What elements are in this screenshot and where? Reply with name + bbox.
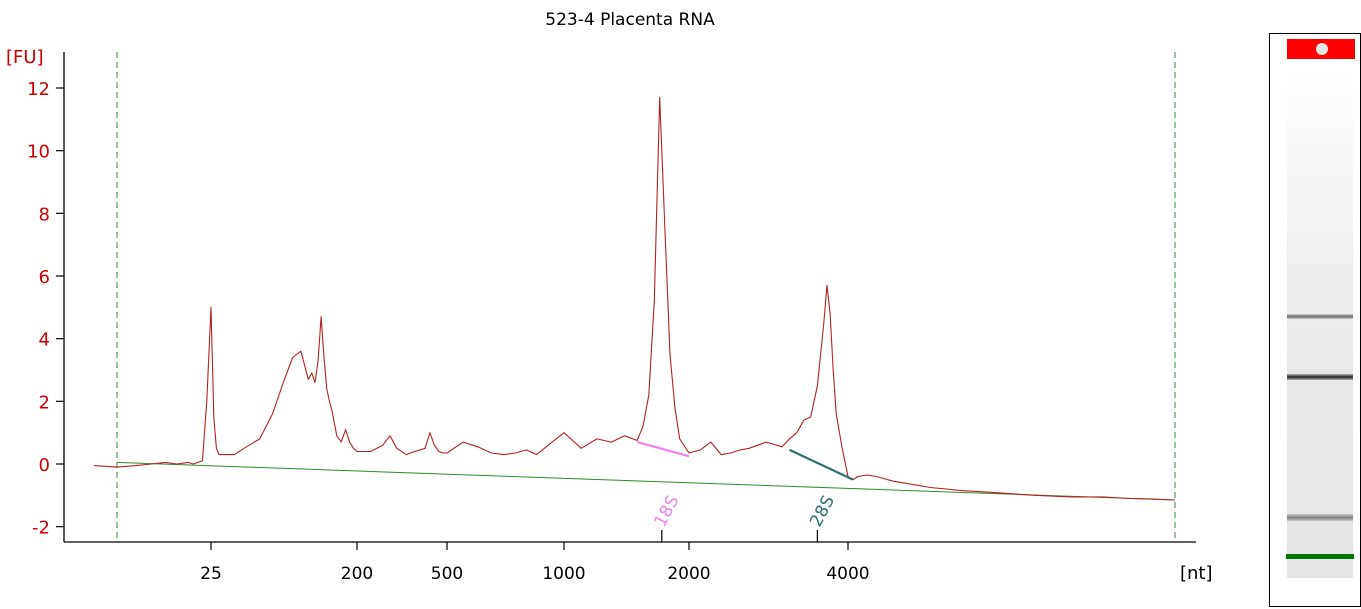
series-line xyxy=(94,96,1176,501)
y-tick-label: 4 xyxy=(39,330,50,351)
ribosomal-markers: 18S 28S xyxy=(636,441,854,542)
x-tick-label: 200 xyxy=(341,564,373,584)
gel-lower-marker-band xyxy=(1286,554,1354,559)
y-tick-label: 6 xyxy=(39,267,50,288)
y-tick-label: 12 xyxy=(27,79,50,100)
y-tick-label: 0 xyxy=(39,455,50,476)
gel-band xyxy=(1287,514,1353,521)
marker-segment xyxy=(789,448,854,481)
gel-lane xyxy=(1286,74,1354,578)
x-tick-label: 4000 xyxy=(826,564,869,584)
x-tick-label: 500 xyxy=(431,564,463,584)
axes xyxy=(63,52,1196,543)
gel-lane-header xyxy=(1287,39,1355,59)
baseline-line xyxy=(116,461,1176,501)
x-tick-label: 25 xyxy=(200,564,222,584)
y-tick-label: 2 xyxy=(39,392,50,413)
y-tick-label: 8 xyxy=(39,204,50,225)
gel-image xyxy=(1269,33,1361,607)
series-trace xyxy=(94,96,1176,501)
size-range-lines xyxy=(116,52,1176,542)
marker-label: 18S xyxy=(651,492,684,530)
electropherogram-chart: 523-4 Placenta RNA -2 0 2 4 6 8 10 12 25 200 500 1… xyxy=(6,10,1213,584)
x-tick-label: 1000 xyxy=(542,564,585,584)
marker-segment xyxy=(636,441,690,458)
y-tick-label: 10 xyxy=(27,142,50,163)
y-tick-label: -2 xyxy=(32,518,50,539)
y-axis-ticks: -2 0 2 4 6 8 10 12 xyxy=(27,79,64,539)
baseline xyxy=(116,461,1176,501)
gel-frame xyxy=(1269,33,1361,607)
y-axis-label: [FU] xyxy=(6,47,44,68)
x-axis-label: [nt] xyxy=(1180,563,1213,584)
x-axis-ticks: 25 200 500 1000 2000 4000 xyxy=(200,542,870,584)
marker-label: 28S xyxy=(806,492,839,530)
x-tick-label: 2000 xyxy=(667,564,710,584)
chart-title: 523-4 Placenta RNA xyxy=(545,10,715,30)
gel-well-icon xyxy=(1316,43,1328,55)
gel-band xyxy=(1287,314,1353,319)
gel-band xyxy=(1287,374,1353,380)
